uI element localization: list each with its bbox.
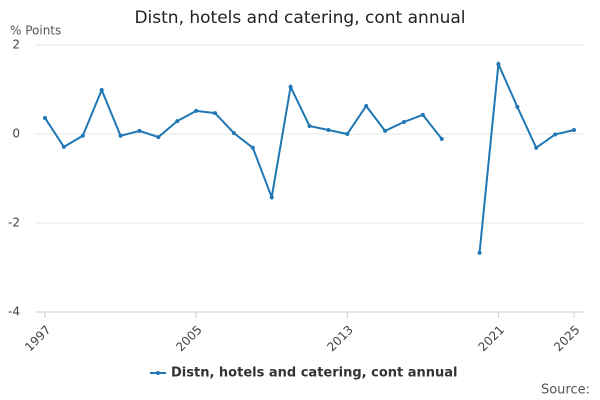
source: Source: — [541, 383, 590, 398]
chart-title: Distn, hotels and catering, cont annual — [134, 8, 465, 28]
point — [80, 133, 85, 138]
x-tick-label: 2025 — [551, 323, 582, 354]
point — [231, 131, 236, 136]
point — [250, 145, 255, 150]
point — [194, 108, 199, 113]
legend-label: Distn, hotels and catering, cont annual — [171, 366, 458, 381]
point — [401, 119, 406, 124]
point — [137, 128, 142, 133]
point — [269, 195, 274, 200]
point — [213, 111, 218, 116]
point — [61, 144, 66, 149]
x-tick-label: 2021 — [476, 323, 507, 354]
x-tick-label: 2013 — [324, 323, 355, 354]
y-tick-label: 0 — [12, 127, 20, 141]
point — [420, 112, 425, 117]
point — [477, 250, 482, 255]
point — [534, 145, 539, 150]
y-tick-label: -2 — [8, 216, 20, 230]
point — [99, 87, 104, 92]
point — [156, 135, 161, 140]
legend-marker — [156, 371, 160, 375]
point — [383, 128, 388, 133]
point — [43, 115, 47, 120]
point — [515, 104, 520, 109]
point — [307, 123, 312, 128]
point — [553, 132, 558, 137]
series-line — [44, 60, 575, 253]
point — [118, 133, 123, 138]
point — [326, 127, 331, 132]
y-tick-label: 2 — [12, 38, 20, 52]
point — [175, 119, 180, 124]
y-axis-label: % Points — [10, 24, 61, 38]
x-tick-label: 1997 — [22, 323, 53, 354]
point — [345, 132, 350, 136]
point — [572, 127, 576, 132]
point — [439, 136, 444, 141]
point — [364, 103, 369, 108]
y-tick-label: -4 — [8, 305, 20, 319]
point — [288, 84, 293, 89]
x-tick-label: 2005 — [173, 323, 204, 354]
point — [496, 62, 501, 67]
